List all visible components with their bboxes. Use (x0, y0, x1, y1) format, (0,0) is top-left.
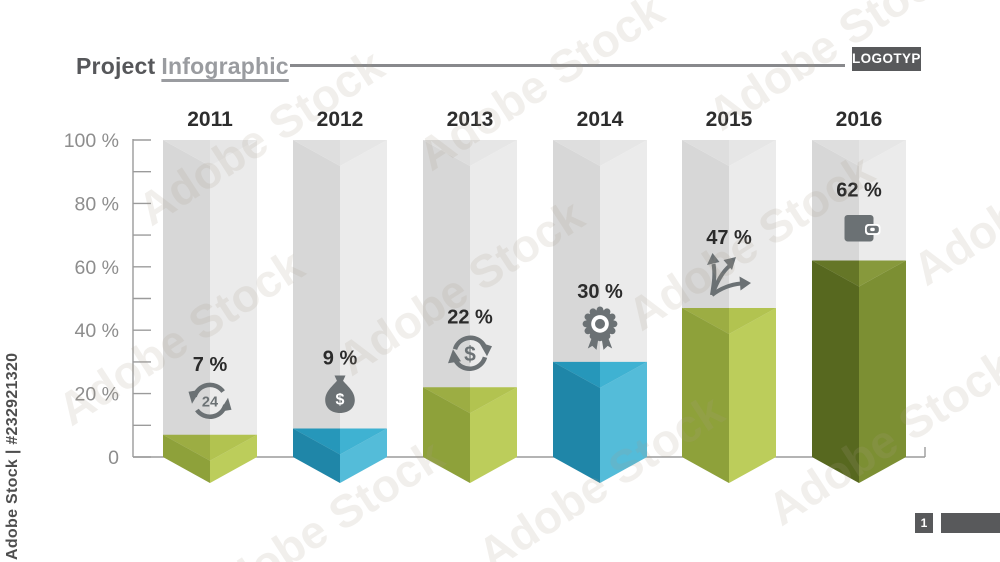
bar-segment-top-right-face (600, 361, 647, 388)
value-label: 9 % (323, 347, 358, 369)
value-label: 22 % (447, 306, 493, 328)
category-label: 2011 (187, 108, 233, 131)
bar-2014: 2014 30 % (553, 108, 647, 483)
bar-segment-left-face (682, 308, 729, 483)
y-axis-label: 80 % (75, 193, 119, 215)
y-axis-label: 100 % (64, 130, 119, 152)
bar-2012: 2012 9 % (293, 108, 387, 483)
page-title: Project Infographic (76, 53, 289, 80)
bar-segment-top-left-face (682, 308, 729, 335)
page-number-badge: 1 (915, 513, 933, 533)
bar-segment-left-face (163, 434, 210, 483)
bar-segment-left-face (812, 260, 859, 483)
category-label: 2016 (836, 108, 883, 131)
bar-segment-right-face (340, 428, 387, 483)
bar-segment-top-right-face (729, 308, 776, 335)
value-label: 7 % (193, 354, 228, 376)
bar-background-top-right-face (470, 140, 517, 166)
category-label: 2012 (317, 108, 364, 131)
y-axis-label: 20 % (75, 384, 119, 406)
category-label: 2013 (447, 108, 494, 131)
bar-background-top-right-face (859, 140, 906, 166)
bar-2013: 2013 22 % (423, 108, 517, 483)
category-label: 2015 (706, 108, 753, 131)
bar-segment-top-right-face (210, 434, 257, 461)
header-rule (290, 64, 845, 67)
bar-segment-top-left-face (423, 387, 470, 414)
bar-segment-top-left-face (812, 260, 859, 287)
bar-background-top-left-face (553, 140, 600, 166)
bar-2011: 2011 7 % (163, 108, 257, 483)
y-axis-label: 60 % (75, 257, 119, 279)
bar-background-top-left-face (682, 140, 729, 166)
bar-segment-right-face (600, 361, 647, 483)
title-primary: Project (76, 53, 156, 80)
bar-2015: 2015 47 % (682, 108, 776, 483)
value-label: 30 % (577, 281, 623, 303)
value-label: 62 % (836, 179, 882, 201)
bar-segment-right-face (210, 434, 257, 483)
bar-segment-right-face (729, 308, 776, 483)
bar-segment-left-face (553, 361, 600, 483)
bar-background-top-left-face (812, 140, 859, 166)
bar-background-top-left-face (293, 140, 340, 166)
bar-segment-top-right-face (470, 387, 517, 414)
bar-segment-top-right-face (859, 260, 906, 287)
y-axis-label: 0 (108, 447, 119, 469)
bar-segment-left-face (293, 428, 340, 483)
value-label: 47 % (706, 227, 752, 249)
title-secondary: Infographic (161, 53, 289, 80)
bar-background-top-right-face (600, 140, 647, 166)
bar-background-top-right-face (729, 140, 776, 166)
bar-segment-right-face (470, 387, 517, 483)
bar-background-top-right-face (210, 140, 257, 166)
watermark-id: Adobe Stock | #232921320 (4, 352, 21, 560)
bar-segment-left-face (423, 387, 470, 483)
bar-background-right-face (210, 140, 257, 483)
y-axis: 0 20 % 40 % 60 % 80 % 100 % (64, 130, 151, 469)
bar-background-top-left-face (423, 140, 470, 166)
bar-background-top-left-face (163, 140, 210, 166)
footer-bar (941, 513, 1000, 533)
bar-background-left-face (163, 140, 210, 483)
logotype-badge: LOGOTYPE (852, 47, 930, 71)
bar-segment-top-left-face (293, 428, 340, 455)
bar-background-top-right-face (340, 140, 387, 166)
bar-2016: 2016 62 % (812, 108, 906, 483)
y-axis-label: 40 % (75, 320, 119, 342)
bar-segment-right-face (859, 260, 906, 483)
bar-segment-top-left-face (553, 361, 600, 388)
category-label: 2014 (577, 108, 624, 131)
bar-segment-top-right-face (340, 428, 387, 455)
bar-segment-top-left-face (163, 434, 210, 461)
